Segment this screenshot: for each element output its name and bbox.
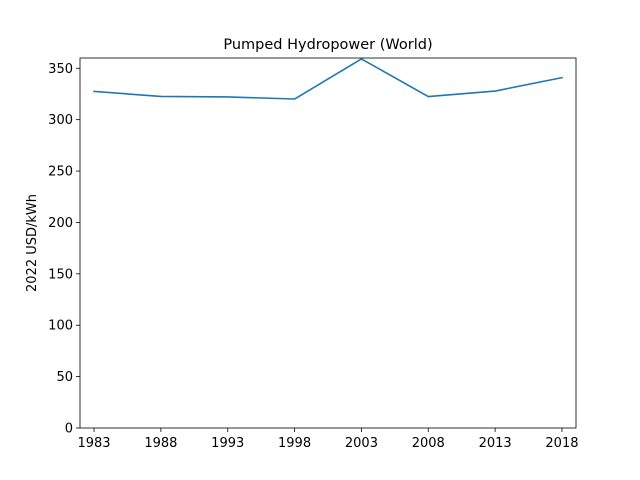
x-tick-label: 2018 bbox=[545, 436, 578, 451]
x-tick-label: 1988 bbox=[144, 436, 177, 451]
y-tick-label: 150 bbox=[48, 267, 73, 282]
x-tick-label: 1993 bbox=[211, 436, 244, 451]
y-tick-label: 350 bbox=[48, 62, 73, 77]
axes-frame bbox=[79, 57, 577, 429]
chart-title: Pumped Hydropower (World) bbox=[223, 37, 432, 53]
x-tick-label: 1983 bbox=[77, 436, 110, 451]
y-tick-label: 0 bbox=[65, 422, 73, 437]
x-tick-label: 1998 bbox=[278, 436, 311, 451]
series-line bbox=[93, 58, 563, 100]
x-tick-label: 2008 bbox=[412, 436, 445, 451]
x-tick-label: 2003 bbox=[345, 436, 378, 451]
y-axis-label: 2022 USD/kWh bbox=[25, 194, 40, 292]
y-tick-label: 50 bbox=[56, 370, 73, 385]
y-tick-label: 200 bbox=[48, 216, 73, 231]
x-tick-label: 2013 bbox=[479, 436, 512, 451]
y-tick-label: 300 bbox=[48, 113, 73, 128]
y-tick-label: 250 bbox=[48, 165, 73, 180]
plot-area: 0 50 100 150 200 250 300 350 1983 1988 1993 1998 200… bbox=[48, 57, 579, 451]
y-tick-label: 100 bbox=[48, 319, 73, 334]
